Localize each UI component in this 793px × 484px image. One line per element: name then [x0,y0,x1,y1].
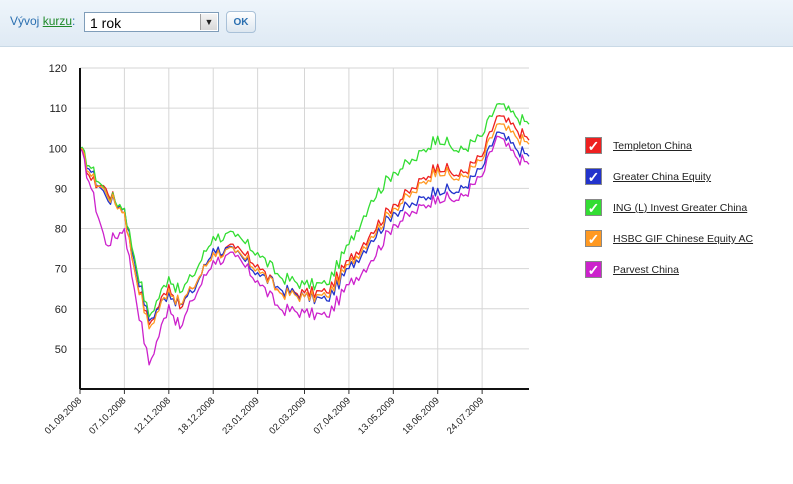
legend-checkbox[interactable]: ✓ [585,261,602,278]
x-tick-label: 12.11.2008 [132,395,173,436]
period-label-prefix: Vývoj [10,14,43,28]
period-label: Vývoj kurzu: [10,14,75,28]
legend-checkbox[interactable]: ✓ [585,230,602,247]
period-label-suffix: : [72,14,76,28]
y-tick-label: 100 [49,143,67,155]
legend-item[interactable]: ✓ ING (L) Invest Greater China [585,199,753,230]
series-line-3 [79,103,530,318]
ok-button[interactable]: OK [226,11,256,33]
checkmark-icon: ✓ [587,199,600,216]
legend-item[interactable]: ✓ Greater China Equity [585,168,753,199]
y-tick-label: 80 [55,224,67,236]
y-tick-label: 120 [49,63,67,75]
legend-item[interactable]: ✓ Templeton China [585,137,753,168]
kurzu-link[interactable]: kurzu [42,14,73,28]
series-line-4 [79,123,530,330]
x-tick-label: 23.01.2009 [220,395,261,436]
legend-label[interactable]: Parvest China [613,264,679,276]
legend-checkbox[interactable]: ✓ [585,199,602,216]
chart-panel: 50 60 70 80 90 100 110 120 01.09.2008 07.10.2008 1… [0,47,793,484]
x-tick-label: 18.12.2008 [176,395,217,436]
period-select[interactable]: 1 rok ▼ [84,12,219,32]
legend-label[interactable]: ING (L) Invest Greater China [613,202,748,214]
x-tick-label: 24.07.2009 [445,395,486,436]
checkmark-icon: ✓ [587,168,600,185]
y-tick-label: 110 [49,103,67,115]
legend-checkbox[interactable]: ✓ [585,168,602,185]
x-tick-label: 01.09.2008 [43,395,84,436]
legend-item[interactable]: ✓ Parvest China [585,261,753,292]
x-tick-label: 07.10.2008 [87,395,128,436]
legend-item[interactable]: ✓ HSBC GIF Chinese Equity AC [585,230,753,261]
y-tick-label: 60 [55,304,67,316]
legend-label[interactable]: Templeton China [613,140,692,152]
period-select-value: 1 rok [90,15,122,31]
checkmark-icon: ✓ [587,230,600,247]
x-tick-label: 02.03.2009 [267,395,308,436]
checkmark-icon: ✓ [587,137,600,154]
legend-label[interactable]: HSBC GIF Chinese Equity AC [613,233,754,245]
y-tick-label: 50 [55,344,67,356]
y-tick-label: 70 [55,264,67,276]
x-tick-label: 07.04.2009 [312,395,353,436]
legend-checkbox[interactable]: ✓ [585,137,602,154]
legend-label[interactable]: Greater China Equity [613,171,712,183]
x-tick-label: 18.06.2009 [400,395,441,436]
chevron-down-icon[interactable]: ▼ [200,14,217,30]
x-tick-label: 13.05.2009 [356,395,397,436]
checkmark-icon: ✓ [587,261,600,278]
y-tick-label: 90 [55,183,67,195]
chart-legend: ✓ Templeton China ✓ Greater China Equity ✓ IN… [585,137,753,292]
series-line-5 [79,135,530,366]
toolbar: Vývoj kurzu: 1 rok ▼ OK [0,0,793,47]
